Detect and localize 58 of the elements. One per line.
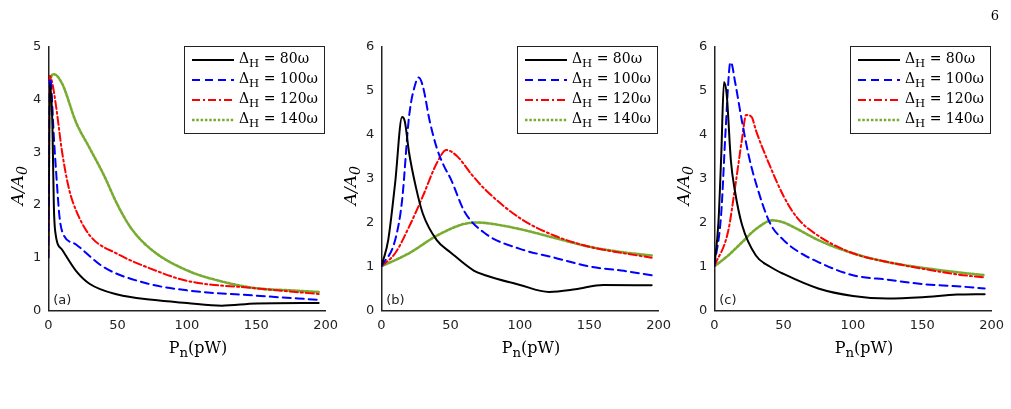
y-tick-label: 0: [365, 301, 375, 317]
y-tick-label: 6: [365, 38, 375, 54]
annotation: (c): [719, 292, 737, 308]
legend-label: Δ$_{H}$ = 100ω: [238, 70, 318, 90]
x-tick-label: 0: [44, 316, 53, 332]
line-series: [381, 221, 653, 268]
legend-label: Δ$_{H}$ = 140ω: [904, 110, 984, 130]
x-tick-label: 150: [909, 316, 935, 332]
x-tick-label: 50: [109, 316, 126, 332]
x-tick-label: 150: [576, 316, 602, 332]
y-tick-label: 6: [698, 38, 708, 54]
line-series: [381, 149, 653, 268]
y-tick-label: 0: [698, 301, 708, 317]
x-axis-title: P$_{n}$(pW): [833, 338, 895, 361]
y-tick-label: 5: [365, 82, 375, 98]
y-tick-label: 1: [698, 257, 708, 273]
y-tick-label: 1: [32, 249, 42, 265]
y-tick-label: 3: [32, 143, 42, 159]
annotation: (b): [386, 292, 405, 308]
x-axis-title: P$_{n}$(pW): [167, 338, 229, 361]
x-tick-label: 100: [507, 316, 533, 332]
legend-label: Δ$_{H}$ = 80ω: [238, 50, 310, 70]
legend-label: Δ$_{H}$ = 120ω: [904, 90, 984, 110]
y-tick-label: 2: [365, 213, 375, 229]
y-tick-label: 5: [698, 82, 708, 98]
legend-label: Δ$_{H}$ = 80ω: [904, 50, 976, 70]
x-tick-label: 0: [377, 316, 386, 332]
x-tick-label: 150: [243, 316, 269, 332]
legend-label: Δ$_{H}$ = 100ω: [571, 70, 651, 90]
annotation: (a): [53, 292, 72, 308]
y-tick-label: 0: [32, 301, 42, 317]
legend-label: Δ$_{H}$ = 140ω: [238, 110, 318, 130]
y-tick-label: 3: [698, 169, 708, 185]
text: 6: [990, 8, 999, 23]
line-series: [714, 113, 986, 279]
legend-label: Δ$_{H}$ = 100ω: [904, 70, 984, 90]
y-tick-label: 4: [698, 126, 708, 142]
x-axis-title: P$_{n}$(pW): [500, 338, 562, 361]
y-tick-label: 5: [32, 38, 42, 54]
x-tick-label: 50: [442, 316, 459, 332]
x-tick-label: 200: [313, 316, 339, 332]
y-tick-label: 2: [32, 196, 42, 212]
x-tick-label: 0: [710, 316, 719, 332]
x-tick-label: 100: [174, 316, 200, 332]
legend-label: Δ$_{H}$ = 120ω: [571, 90, 651, 110]
legend-label: Δ$_{H}$ = 120ω: [238, 90, 318, 110]
x-tick-label: 200: [646, 316, 672, 332]
y-tick-label: 1: [365, 257, 375, 273]
x-tick-label: 200: [979, 316, 1005, 332]
legend-label: Δ$_{H}$ = 80ω: [571, 50, 643, 70]
legend-label: Δ$_{H}$ = 140ω: [571, 110, 651, 130]
y-tick-label: 2: [698, 213, 708, 229]
y-tick-label: 4: [365, 126, 375, 142]
y-tick-label: 4: [32, 90, 42, 106]
x-tick-label: 100: [840, 316, 866, 332]
line-series: [714, 219, 986, 277]
x-tick-label: 50: [775, 316, 792, 332]
y-tick-label: 3: [365, 169, 375, 185]
